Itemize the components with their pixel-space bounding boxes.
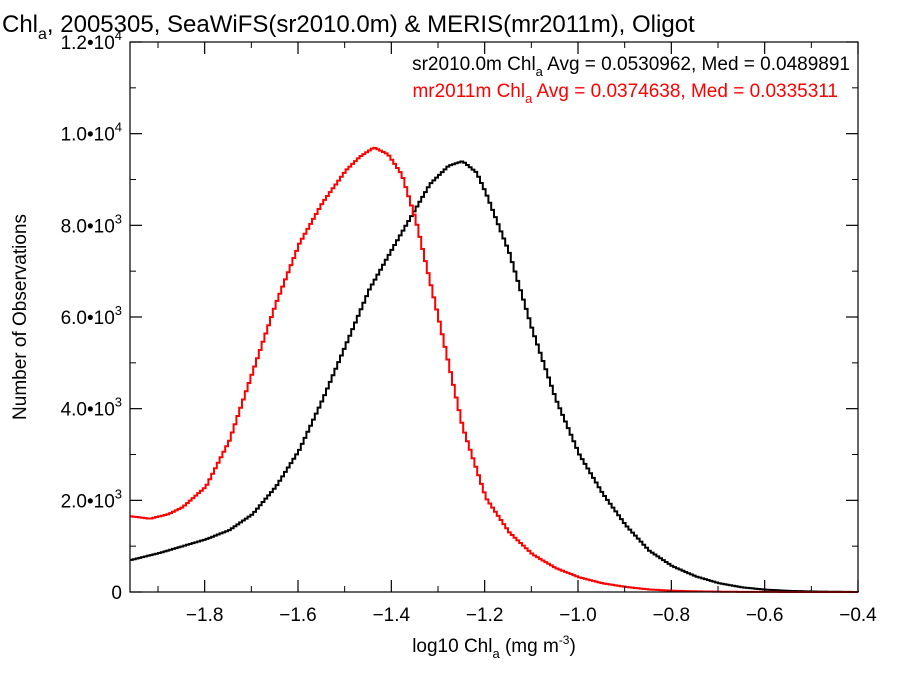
x-axis-ticks: −1.8 −1.6 −1.4 −1.2 −1.0 −0.8 −0.6 −0.4 — [157, 42, 877, 626]
x-tick-label: −0.6 — [746, 605, 784, 626]
x-tick-label: −1.0 — [559, 605, 597, 626]
y-tick-label: 8.0•103 — [61, 211, 122, 237]
x-axis-label-pre: log10 Chl — [412, 636, 492, 657]
y-tick-label: 2.0•103 — [61, 486, 122, 512]
x-tick-label: −1.6 — [279, 605, 317, 626]
y-axis-ticks: 0 2.0•103 4.0•103 6.0•103 8.0•103 1.0•104 1.2•… — [61, 28, 858, 604]
x-axis-label-mid: (mg m — [500, 636, 559, 657]
y-tick-label: 4.0•103 — [61, 395, 122, 421]
legend-mr2011-sub: a — [525, 91, 533, 106]
x-tick-label: −1.8 — [186, 605, 224, 626]
y-tick-label: 1.2•104 — [61, 28, 122, 54]
chart-title-sub: a — [38, 26, 47, 43]
legend-entry-sr2010: sr2010.0m Chla Avg = 0.0530962, Med = 0.… — [412, 54, 850, 79]
y-tick-label: 6.0•103 — [61, 303, 122, 329]
x-axis-label: log10 Chla (mg m-3) — [412, 633, 576, 661]
legend-sr2010-post: Avg = 0.0530962, Med = 0.0489891 — [543, 54, 850, 75]
chart-title-pre: Chl — [2, 11, 38, 38]
legend-entry-mr2011: mr2011m Chla Avg = 0.0374638, Med = 0.03… — [412, 81, 838, 106]
chart-title: Chla, 2005305, SeaWiFS(sr2010.0m) & MERI… — [2, 11, 695, 43]
x-axis-label-post: ) — [569, 636, 575, 657]
series-line-sr2010.0m — [130, 160, 859, 593]
series-group — [130, 146, 859, 593]
y-tick-label: 0 — [111, 583, 122, 604]
x-axis-label-sub: a — [492, 646, 500, 661]
legend-sr2010-sub: a — [536, 64, 544, 79]
x-tick-label: −1.2 — [466, 605, 504, 626]
chart-title-post: , 2005305, SeaWiFS(sr2010.0m) & MERIS(mr… — [47, 11, 695, 38]
legend-mr2011-pre: mr2011m Chl — [412, 81, 525, 102]
y-axis-label: Number of Observations — [10, 214, 31, 420]
x-tick-label: −0.8 — [653, 605, 691, 626]
x-tick-label: −0.4 — [839, 605, 877, 626]
legend-sr2010-pre: sr2010.0m Chl — [412, 54, 536, 75]
x-axis-label-sup: -3 — [559, 633, 570, 647]
y-tick-label: 1.0•104 — [61, 120, 122, 146]
x-tick-label: −1.4 — [373, 605, 411, 626]
legend-mr2011-post: Avg = 0.0374638, Med = 0.0335311 — [532, 81, 838, 102]
